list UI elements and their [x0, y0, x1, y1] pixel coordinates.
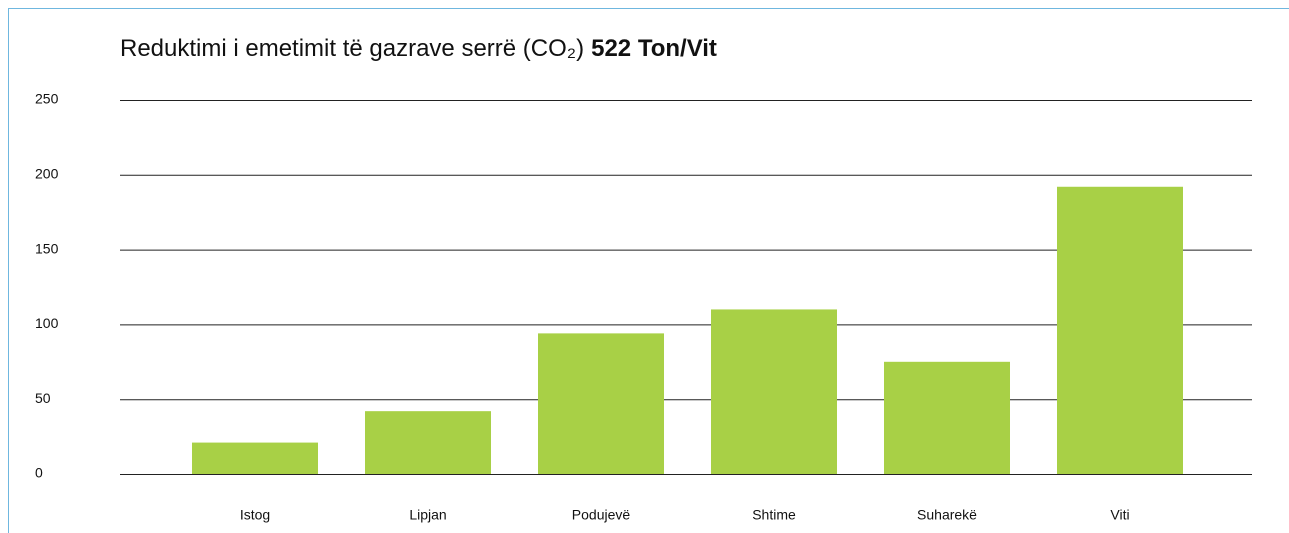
- bar: [1057, 186, 1183, 474]
- bar: [884, 361, 1010, 474]
- chart-title-value: 522 Ton/Vit: [591, 35, 717, 62]
- y-tick-label: 100: [35, 315, 59, 331]
- y-tick-label: 50: [35, 390, 51, 406]
- chart-title: Reduktimi i emetimit të gazrave serrë (C…: [120, 35, 584, 62]
- x-tick-label: Suharekë: [917, 507, 977, 523]
- y-tick-label: 200: [35, 166, 59, 182]
- x-tick-label: Shtime: [752, 507, 796, 523]
- x-tick-label: Istog: [240, 507, 270, 523]
- x-tick-label: Viti: [1110, 507, 1129, 523]
- bar: [538, 333, 664, 474]
- bar: [365, 411, 491, 474]
- y-tick-label: 0: [35, 465, 43, 481]
- x-tick-label: Lipjan: [409, 507, 446, 523]
- y-tick-label: 250: [35, 91, 59, 107]
- chart-title-group: Reduktimi i emetimit të gazrave serrë (C…: [120, 35, 717, 62]
- y-tick-label: 150: [35, 240, 59, 256]
- bar: [711, 309, 837, 474]
- bar: [192, 442, 318, 474]
- x-tick-label: Podujevë: [572, 507, 631, 523]
